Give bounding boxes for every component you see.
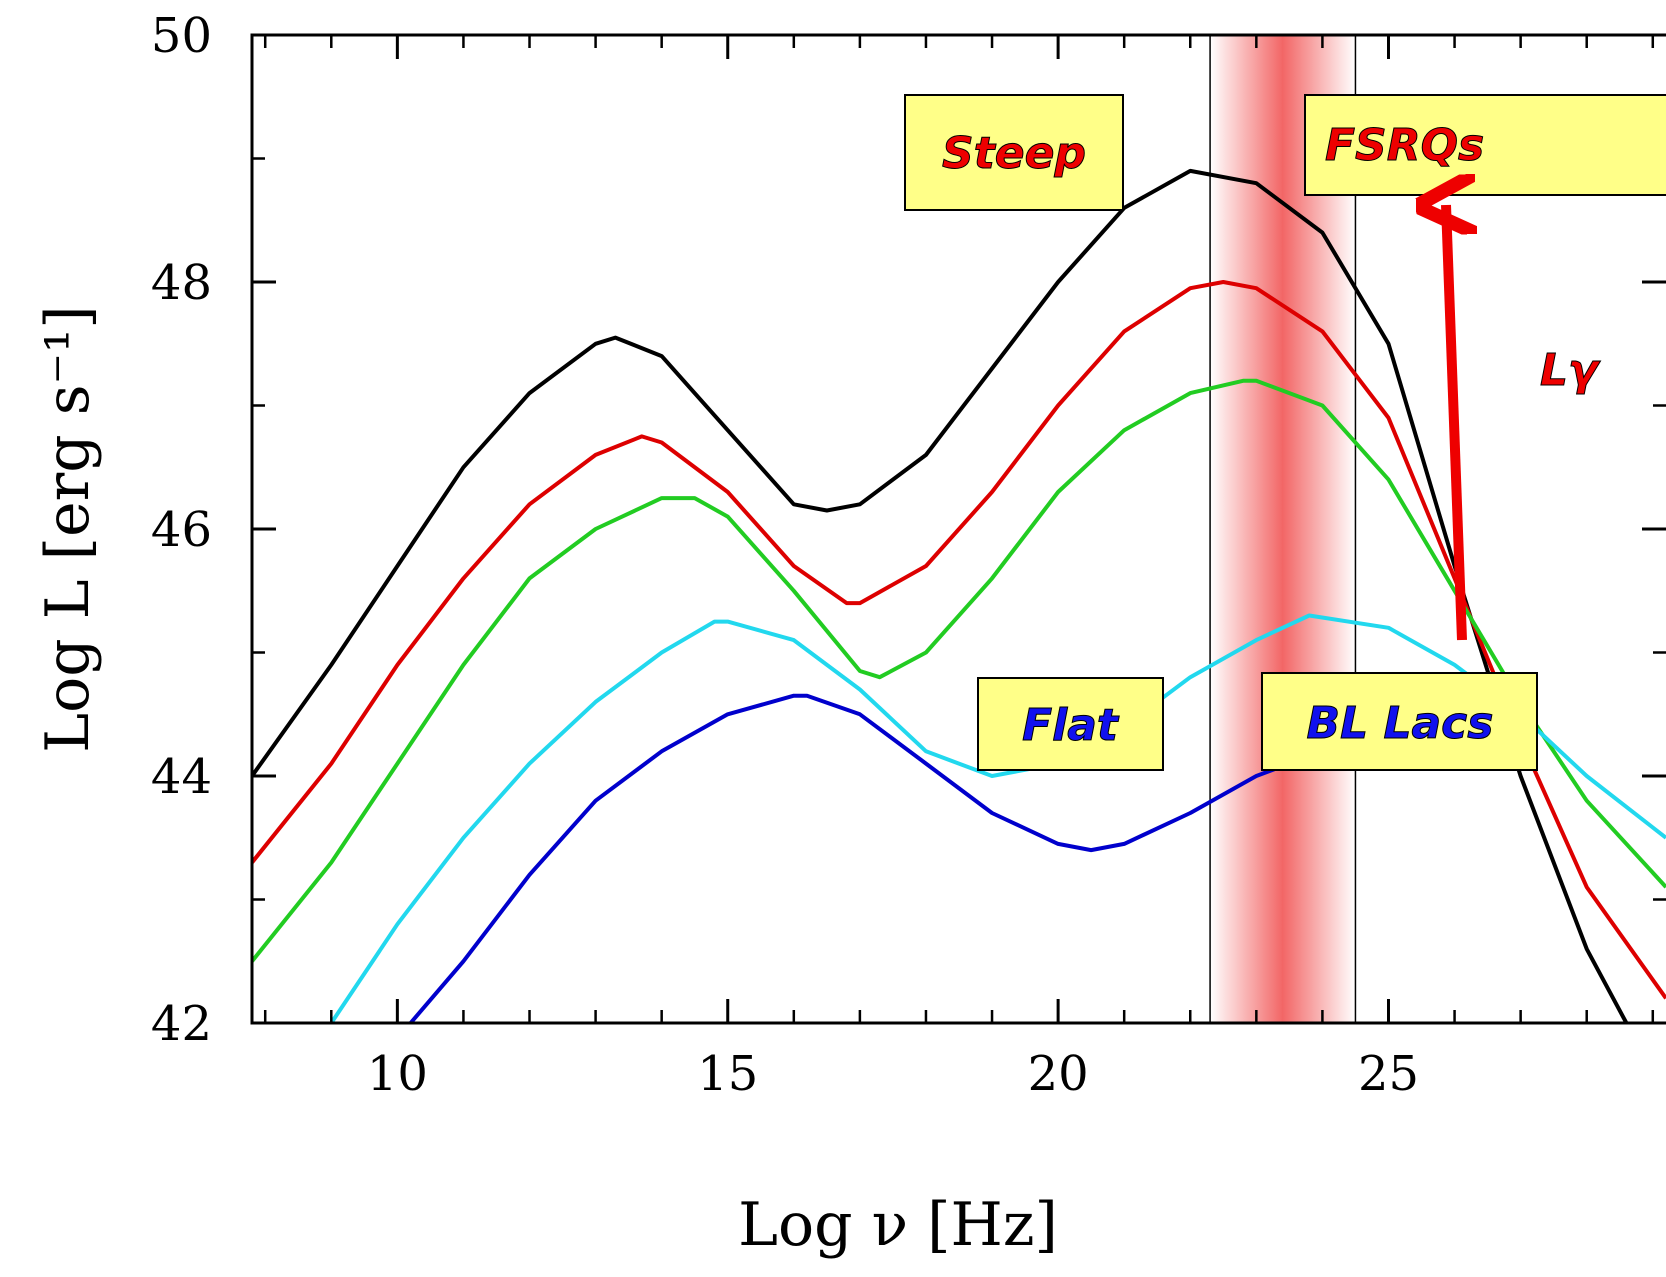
sed-curve <box>252 378 1666 963</box>
y-tick-label: 44 <box>151 749 212 805</box>
y-tick-label: 50 <box>151 8 212 64</box>
x-tick-label: 10 <box>367 1046 428 1102</box>
x-tick-label: 20 <box>1028 1046 1089 1102</box>
note-bllacs: BL Lacs <box>1307 698 1494 749</box>
note-flat: Flat <box>1022 700 1120 751</box>
note-box <box>977 677 1164 771</box>
note-box <box>1261 672 1538 771</box>
annotations: Steep FSRQs Flat BL Lacs Lγ <box>904 94 1666 771</box>
y-axis-label: Log L [erg s⁻¹] <box>33 305 103 752</box>
note-box <box>904 94 1124 211</box>
y-tick-label: 42 <box>151 996 212 1052</box>
y-tick-label: 48 <box>151 255 212 311</box>
sed-curve <box>252 280 1666 1000</box>
note-box <box>1304 94 1666 196</box>
x-axis-label: Log ν [Hz] <box>738 1190 1058 1260</box>
x-tick-label: 15 <box>697 1046 758 1102</box>
note-lgamma: Lγ <box>1540 345 1601 396</box>
arrow <box>1446 205 1462 641</box>
y-tick-label: 46 <box>151 502 212 558</box>
sed-curve <box>329 613 1666 1023</box>
x-tick-label: 25 <box>1358 1046 1419 1102</box>
gamma-band <box>1209 34 1357 1024</box>
sed-curve <box>252 168 1629 1023</box>
note-steep: Steep <box>942 128 1086 179</box>
sed-curve <box>409 693 1324 1023</box>
note-fsrqs: FSRQs <box>1325 120 1484 171</box>
